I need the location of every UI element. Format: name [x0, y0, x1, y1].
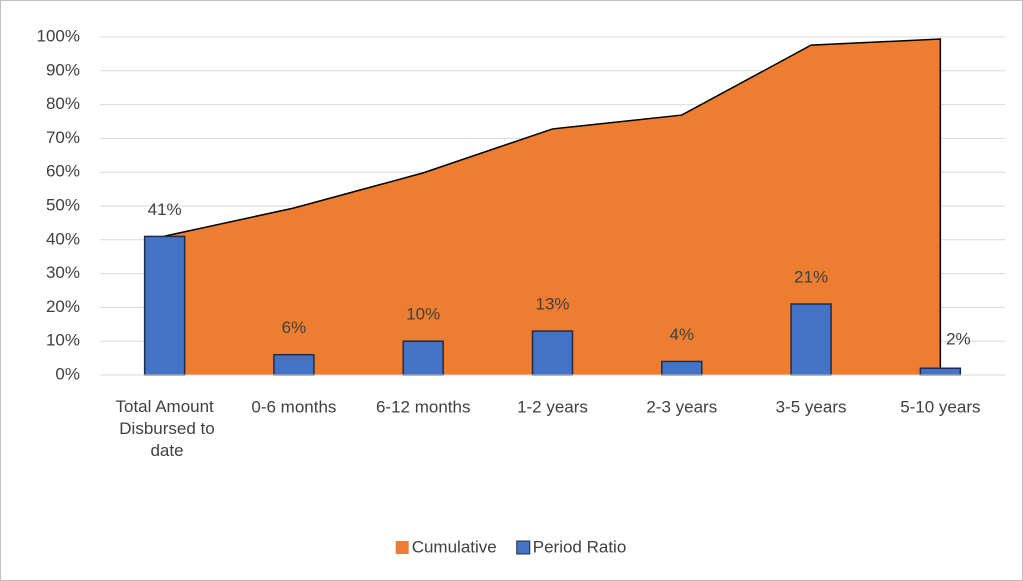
data-label: 6% [282, 318, 307, 337]
bar [143, 235, 186, 376]
y-tick-label: 40% [46, 229, 80, 248]
x-tick-label: 5-10 years [900, 397, 980, 416]
data-label: 4% [669, 325, 694, 344]
data-label: 21% [794, 268, 828, 287]
y-tick-label: 60% [46, 162, 80, 181]
legend-label: Cumulative [412, 537, 497, 556]
x-tick-label: Total Amount Disbursed to date [115, 397, 215, 460]
legend-swatch [516, 540, 531, 555]
x-tick-label: 0-6 months [251, 397, 336, 416]
bar [790, 303, 832, 376]
legend-label: Period Ratio [533, 537, 627, 556]
bar [919, 367, 962, 376]
area-outline [164, 38, 942, 375]
y-tick-label: 50% [46, 195, 80, 214]
legend-swatch [395, 541, 409, 554]
x-tick-label: 1-2 years [517, 397, 588, 416]
y-tick-label: 80% [46, 94, 80, 113]
bar [661, 360, 703, 376]
bar [531, 330, 574, 376]
y-tick-label: 20% [46, 297, 80, 316]
y-tick-label: 100% [37, 26, 80, 45]
data-label: 2% [946, 330, 971, 349]
y-tick-label: 0% [55, 364, 80, 383]
legend-item: Period Ratio [516, 537, 627, 556]
y-tick-label: 30% [46, 263, 80, 282]
bar [273, 353, 315, 376]
x-tick-label: 2-3 years [646, 397, 717, 416]
y-tick-label: 90% [46, 60, 80, 79]
legend-item: Cumulative [395, 537, 497, 556]
data-label: 10% [406, 305, 440, 324]
bar [402, 340, 444, 376]
y-tick-label: 70% [46, 128, 80, 147]
legend: Cumulative Period Ratio [395, 537, 627, 556]
x-tick-label: 6-12 months [376, 397, 471, 416]
x-tick-label: 3-5 years [776, 397, 847, 416]
y-tick-label: 10% [46, 331, 80, 350]
data-label: 41% [148, 200, 182, 219]
area [164, 39, 941, 375]
data-label: 13% [535, 295, 569, 314]
